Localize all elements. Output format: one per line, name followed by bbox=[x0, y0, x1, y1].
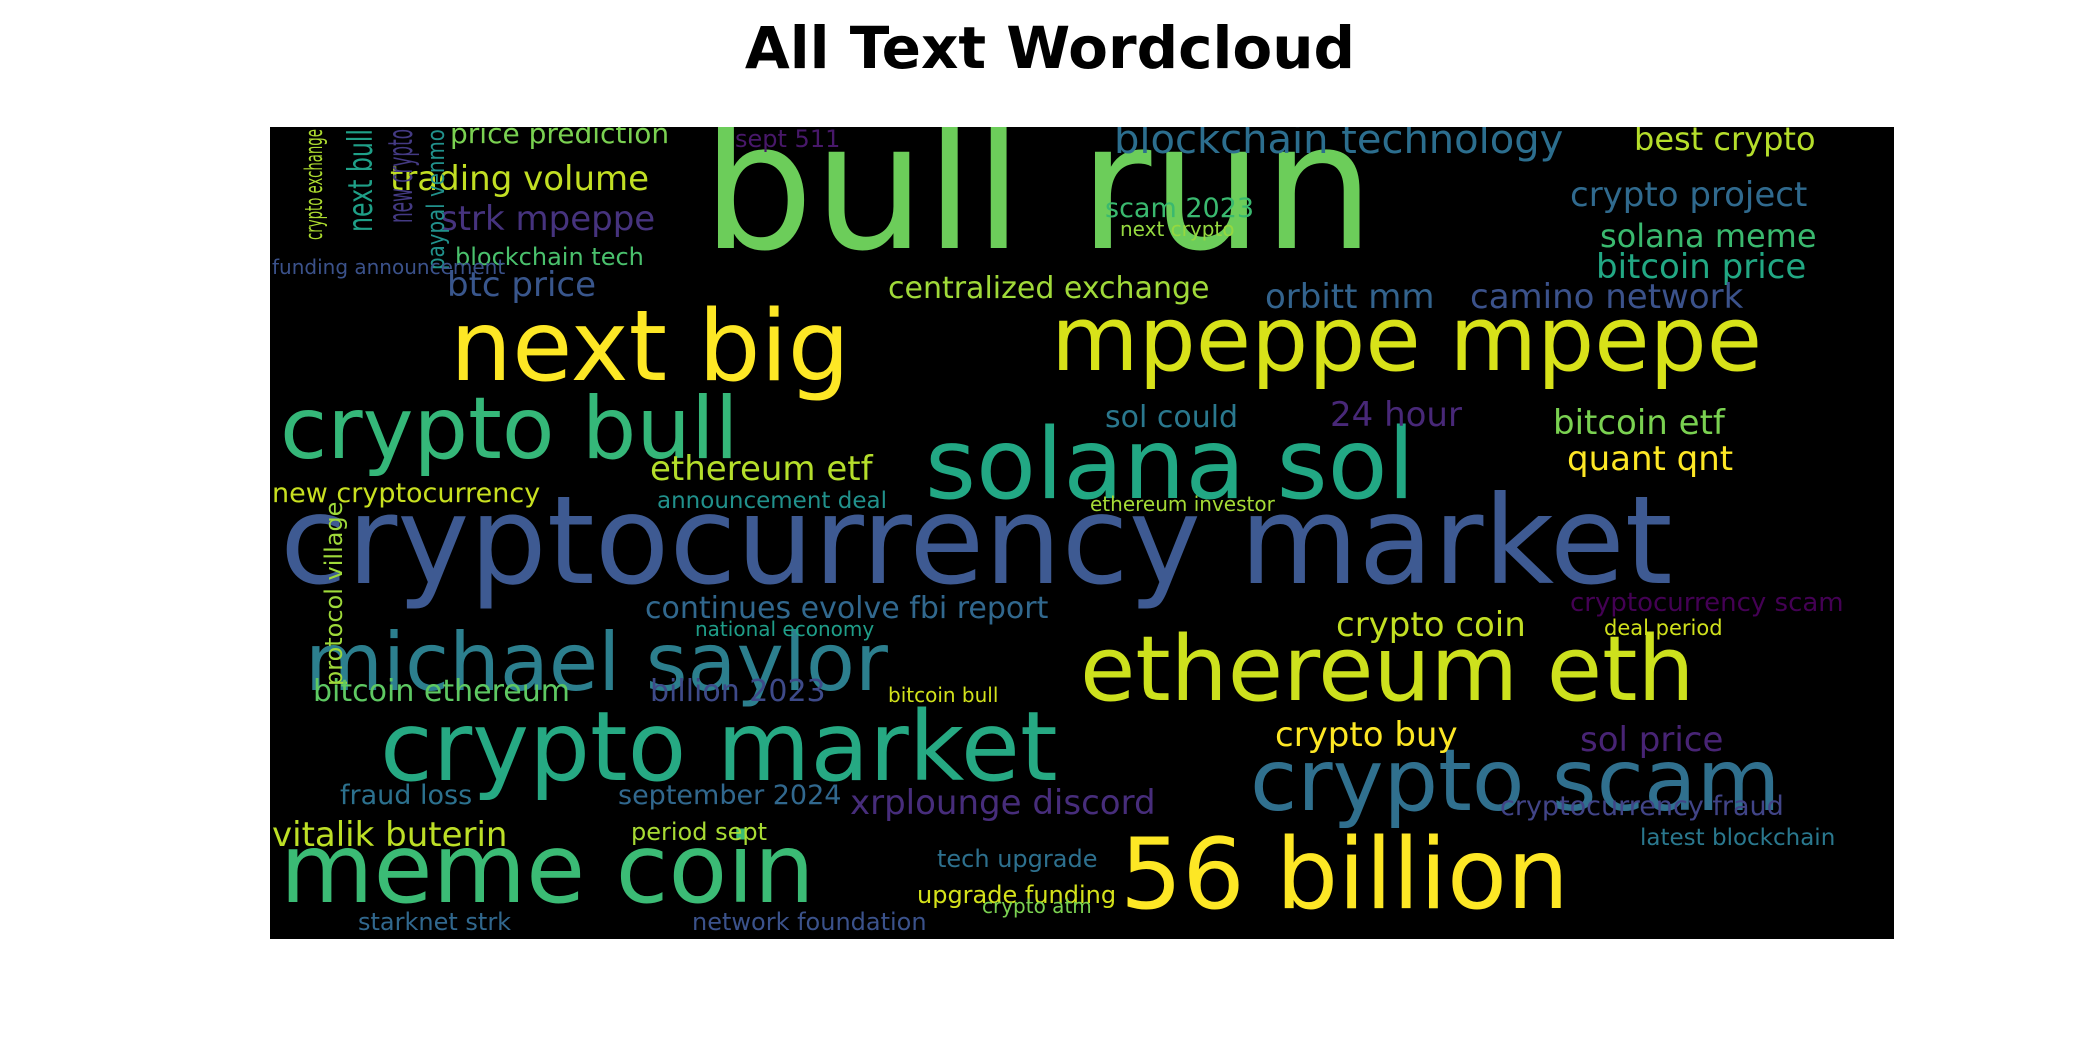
word-new-cryptocurrency: new cryptocurrency bbox=[272, 478, 540, 509]
word-network-foundation: network foundation bbox=[692, 908, 927, 936]
word-meme-coin: meme coin bbox=[280, 813, 815, 925]
word-paypal-venmo: paypal venmo bbox=[423, 129, 450, 270]
word-trading-volume: trading volume bbox=[390, 159, 649, 199]
word-crypto-market: crypto market bbox=[380, 691, 1058, 803]
wordcloud-svg: bull run cryptocurrency market next big mpe… bbox=[272, 127, 1844, 936]
word-period-sept: period sept bbox=[631, 818, 767, 846]
word-best-crypto: best crypto bbox=[1634, 127, 1816, 158]
word-centralized-exchange: centralized exchange bbox=[888, 271, 1209, 306]
word-crypto-project: crypto project bbox=[1570, 175, 1807, 215]
word-michael-saylor: michael saylor bbox=[305, 616, 888, 709]
word-crypto-scam: crypto scam bbox=[1250, 731, 1780, 831]
word-xrplounge-discord: xrplounge discord bbox=[850, 783, 1156, 823]
word-cryptocurrency-market: cryptocurrency market bbox=[280, 470, 1673, 612]
word-cryptocurrency-fraud: cryptocurrency fraud bbox=[1500, 791, 1784, 822]
word-crypto-atm: crypto atm bbox=[982, 894, 1092, 918]
word-continues-evolve-fbi-report: continues evolve fbi report bbox=[645, 591, 1049, 626]
word-bull-run: bull run bbox=[702, 127, 1374, 290]
word-starknet-strk: starknet strk bbox=[358, 908, 511, 936]
word-ethereum-eth: ethereum eth bbox=[1080, 617, 1695, 722]
word-national-economy: national economy bbox=[695, 617, 874, 641]
word-next-crypto: next crypto bbox=[1120, 217, 1235, 241]
word-crypto-exchange: crypto exchange bbox=[300, 129, 328, 240]
word-price-prediction: price prediction bbox=[450, 127, 669, 150]
word-blockchain-technology: blockchain technology bbox=[1114, 127, 1563, 163]
word-ethereum-etf: ethereum etf bbox=[650, 449, 874, 489]
word-strk-mpeppe: strk mpeppe bbox=[440, 199, 655, 239]
word-ethereum-investor: ethereum investor bbox=[1090, 492, 1276, 516]
chart-title: All Text Wordcloud bbox=[744, 14, 1356, 82]
word-solana-sol: solana sol bbox=[925, 408, 1415, 522]
word-cryptocurrency-scam: cryptocurrency scam bbox=[1570, 588, 1844, 618]
word-next-bull: next bull bbox=[341, 129, 380, 232]
word-camino-network: camino network bbox=[1470, 277, 1744, 317]
word-crypto-coin: crypto coin bbox=[1336, 605, 1526, 645]
word-latest-blockchain: latest blockchain bbox=[1640, 825, 1835, 851]
word-crypto-bull: crypto bull bbox=[280, 379, 739, 479]
word-bitcoin-ethereum: bitcoin ethereum bbox=[313, 674, 570, 709]
word-funding-announcement: funding announcement bbox=[272, 255, 505, 279]
word-announcement-deal: announcement deal bbox=[657, 488, 887, 514]
word-vitalik-buterin: vitalik buterin bbox=[272, 815, 507, 855]
word-bitcoin-bull: bitcoin bull bbox=[888, 683, 998, 707]
wordcloud-panel: bull run cryptocurrency market next big mpe… bbox=[270, 127, 1894, 939]
word-new-crypto: new crypto bbox=[382, 129, 421, 223]
word-mpeppe-mpepe: mpeppe mpepe bbox=[1051, 287, 1762, 392]
word-tech-upgrade: tech upgrade bbox=[937, 845, 1097, 873]
word-billion-2023: billion 2023 bbox=[650, 674, 826, 709]
word-deal-period: deal period bbox=[1604, 616, 1723, 640]
word-solana-meme: solana meme bbox=[1600, 217, 1817, 255]
word-september-2024: september 2024 bbox=[618, 780, 841, 811]
word-bitcoin-etf: bitcoin etf bbox=[1553, 403, 1726, 443]
word-sept-511: sept 511 bbox=[735, 127, 840, 153]
word-scam-2023: scam 2023 bbox=[1105, 193, 1254, 224]
word-btc-price: btc price bbox=[447, 265, 596, 305]
word-bitcoin-price: bitcoin price bbox=[1596, 247, 1806, 287]
word-sol-price: sol price bbox=[1580, 720, 1723, 760]
word-next-big: next big bbox=[450, 290, 850, 404]
word-protocol-village: protocol village bbox=[320, 502, 348, 686]
word-orbitt-mm: orbitt mm bbox=[1265, 277, 1435, 317]
word-crypto-buy: crypto buy bbox=[1275, 715, 1458, 755]
word-sol-could: sol could bbox=[1105, 400, 1238, 435]
word-upgrade-funding: upgrade funding bbox=[917, 881, 1116, 909]
word-24-hour: 24 hour bbox=[1330, 395, 1462, 435]
word-blockchain-tech: blockchain tech bbox=[455, 243, 644, 271]
word-fraud-loss: fraud loss bbox=[340, 780, 472, 811]
word-56-billion: 56 billion bbox=[1120, 818, 1569, 932]
word-quant-qnt: quant qnt bbox=[1567, 439, 1733, 479]
